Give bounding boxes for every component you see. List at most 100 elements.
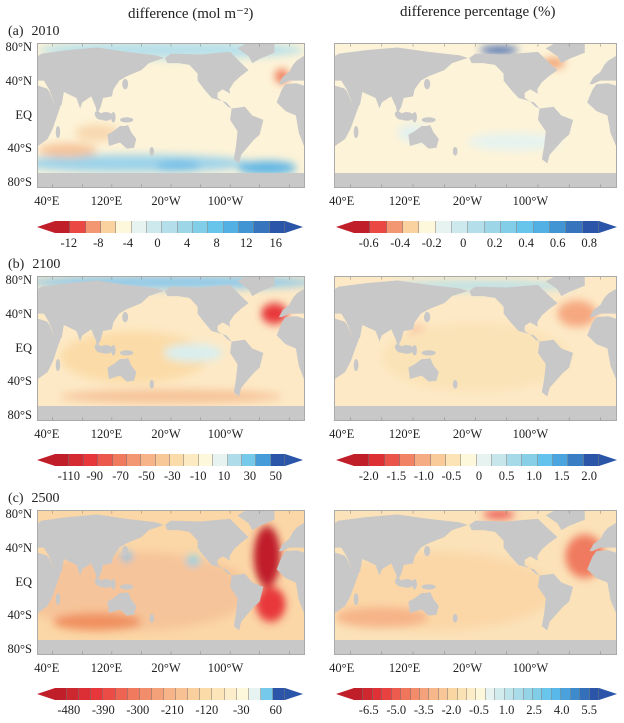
lat-label: 80°N bbox=[5, 507, 32, 521]
colorbar-tick-label: -5.0 bbox=[386, 703, 407, 717]
lat-label: 80°S bbox=[7, 175, 32, 189]
colorbar-tick-label: 30 bbox=[243, 469, 257, 483]
colorbar-box bbox=[476, 454, 492, 466]
colorbar-box bbox=[256, 454, 271, 466]
lat-label: 40°S bbox=[7, 608, 32, 623]
lat-label: 80°S bbox=[7, 642, 32, 656]
colorbar-tick-label: 0 bbox=[154, 236, 161, 250]
lat-label: 80°N bbox=[5, 40, 32, 54]
colorbar-tick-label: -0.5 bbox=[469, 703, 489, 717]
colorbar-box bbox=[435, 221, 452, 233]
lon-label: 40°E bbox=[34, 661, 60, 675]
colorbar-tick-label: -12 bbox=[60, 236, 78, 250]
colorbar-tick-label: 0 bbox=[475, 469, 483, 483]
colorbar-tick-label: -30 bbox=[163, 469, 181, 483]
colorbar-box bbox=[126, 454, 142, 466]
colorbar-left-2500 bbox=[37, 688, 304, 700]
colorbar-box bbox=[354, 454, 370, 466]
ocean-anomaly bbox=[335, 606, 429, 628]
colorbar-box bbox=[55, 454, 70, 466]
colorbar-tick-label: 8 bbox=[213, 236, 220, 250]
colorbar-box bbox=[238, 221, 255, 233]
colorbar-box bbox=[542, 688, 552, 700]
colorbar-box bbox=[85, 221, 101, 233]
panel-letter: (c) bbox=[8, 491, 24, 506]
ocean-anomaly bbox=[483, 511, 515, 518]
colorbar-box bbox=[402, 221, 420, 233]
colorbar-left-2100 bbox=[37, 454, 303, 466]
ocean-anomaly bbox=[38, 143, 98, 158]
colorbar-labels: -6.5 -5.0 -3.5 -2.0 -0.5 1.0 2.5 4.0 5.5 bbox=[354, 703, 599, 719]
colorbar-box bbox=[568, 454, 584, 466]
lon-label: 100°W bbox=[512, 194, 549, 208]
colorbar-box bbox=[561, 688, 571, 700]
colorbar-box bbox=[112, 454, 127, 466]
colorbar-box bbox=[67, 688, 80, 700]
colorbar-box bbox=[270, 454, 285, 466]
colorbar-box bbox=[401, 688, 411, 700]
colorbar-tick-label: 10 bbox=[217, 469, 231, 483]
colorbar-tick-label: -1.5 bbox=[386, 469, 407, 483]
ocean-anomaly bbox=[255, 586, 286, 622]
colorbar-box bbox=[438, 688, 449, 700]
ocean-anomaly bbox=[479, 46, 519, 54]
colorbar-tick-label: -4 bbox=[122, 236, 134, 250]
colorbar-box bbox=[386, 221, 403, 233]
panel-letter: (b) bbox=[8, 257, 25, 272]
colorbar-labels: -0.6 -0.4 -0.2 0 0.2 0.4 0.6 0.8 bbox=[354, 236, 599, 252]
colorbar-box bbox=[429, 688, 439, 700]
colorbar-tick-label: 2.5 bbox=[526, 703, 542, 717]
ocean-anomaly bbox=[237, 160, 297, 175]
colorbar-box bbox=[272, 688, 286, 700]
colorbar-tick-label: -390 bbox=[91, 703, 115, 717]
colorbar-box bbox=[419, 221, 436, 233]
colorbar-tick-label: 0.2 bbox=[486, 236, 503, 250]
colorbar-tick-label: -3.5 bbox=[413, 703, 434, 717]
colorbar-box bbox=[580, 688, 590, 700]
colorbar-tick-label: 50 bbox=[269, 469, 283, 483]
colorbar-min-arrow bbox=[336, 688, 354, 700]
colorbar-tick-label: 0.4 bbox=[518, 236, 534, 250]
colorbar-box bbox=[537, 454, 554, 466]
lon-label: 20°W bbox=[452, 661, 483, 675]
colorbar-right-2500 bbox=[336, 688, 617, 700]
colorbar-box bbox=[213, 454, 228, 466]
colorbar-box bbox=[131, 221, 147, 233]
lon-label: 120°E bbox=[388, 427, 421, 441]
colorbar-tick-label: -300 bbox=[126, 703, 150, 717]
ocean-anomaly bbox=[557, 300, 597, 327]
colorbar-box bbox=[55, 688, 68, 700]
lon-label: 120°E bbox=[90, 427, 123, 441]
colorbar-box bbox=[70, 221, 86, 233]
colorbar-tick-label: 1.0 bbox=[498, 703, 515, 717]
lon-label: 20°W bbox=[151, 427, 181, 441]
lon-label: 40°E bbox=[329, 661, 355, 675]
colorbar-box bbox=[83, 454, 99, 466]
ocean-anomaly bbox=[52, 613, 142, 631]
colorbar-box bbox=[188, 688, 201, 700]
colorbar-box bbox=[451, 221, 469, 233]
colorbar-box bbox=[184, 454, 199, 466]
colorbar-box bbox=[523, 688, 534, 700]
lon-label: 20°W bbox=[151, 194, 181, 208]
ocean-anomaly bbox=[60, 389, 282, 404]
colorbar-box bbox=[146, 221, 163, 233]
lon-label: 40°E bbox=[34, 427, 60, 441]
colorbar-tick-label: 0.6 bbox=[549, 236, 566, 250]
panel-year: 2500 bbox=[31, 491, 60, 506]
colorbar-box bbox=[100, 221, 117, 233]
colorbar-box bbox=[468, 221, 485, 233]
colorbar-box bbox=[354, 221, 371, 233]
colorbar-max-arrow bbox=[285, 454, 303, 466]
colorbar-box bbox=[522, 454, 538, 466]
colorbar-box bbox=[151, 688, 164, 700]
colorbar-box bbox=[162, 221, 178, 233]
colorbar-box bbox=[79, 688, 92, 700]
colorbar-box bbox=[553, 454, 569, 466]
colorbar-box bbox=[55, 221, 71, 233]
colorbar-box bbox=[155, 454, 170, 466]
colorbar-box bbox=[391, 688, 402, 700]
panel-label: (b) 2100 bbox=[8, 257, 68, 273]
colorbar-tick-label: -1.0 bbox=[413, 469, 434, 483]
colorbar-box bbox=[551, 688, 562, 700]
